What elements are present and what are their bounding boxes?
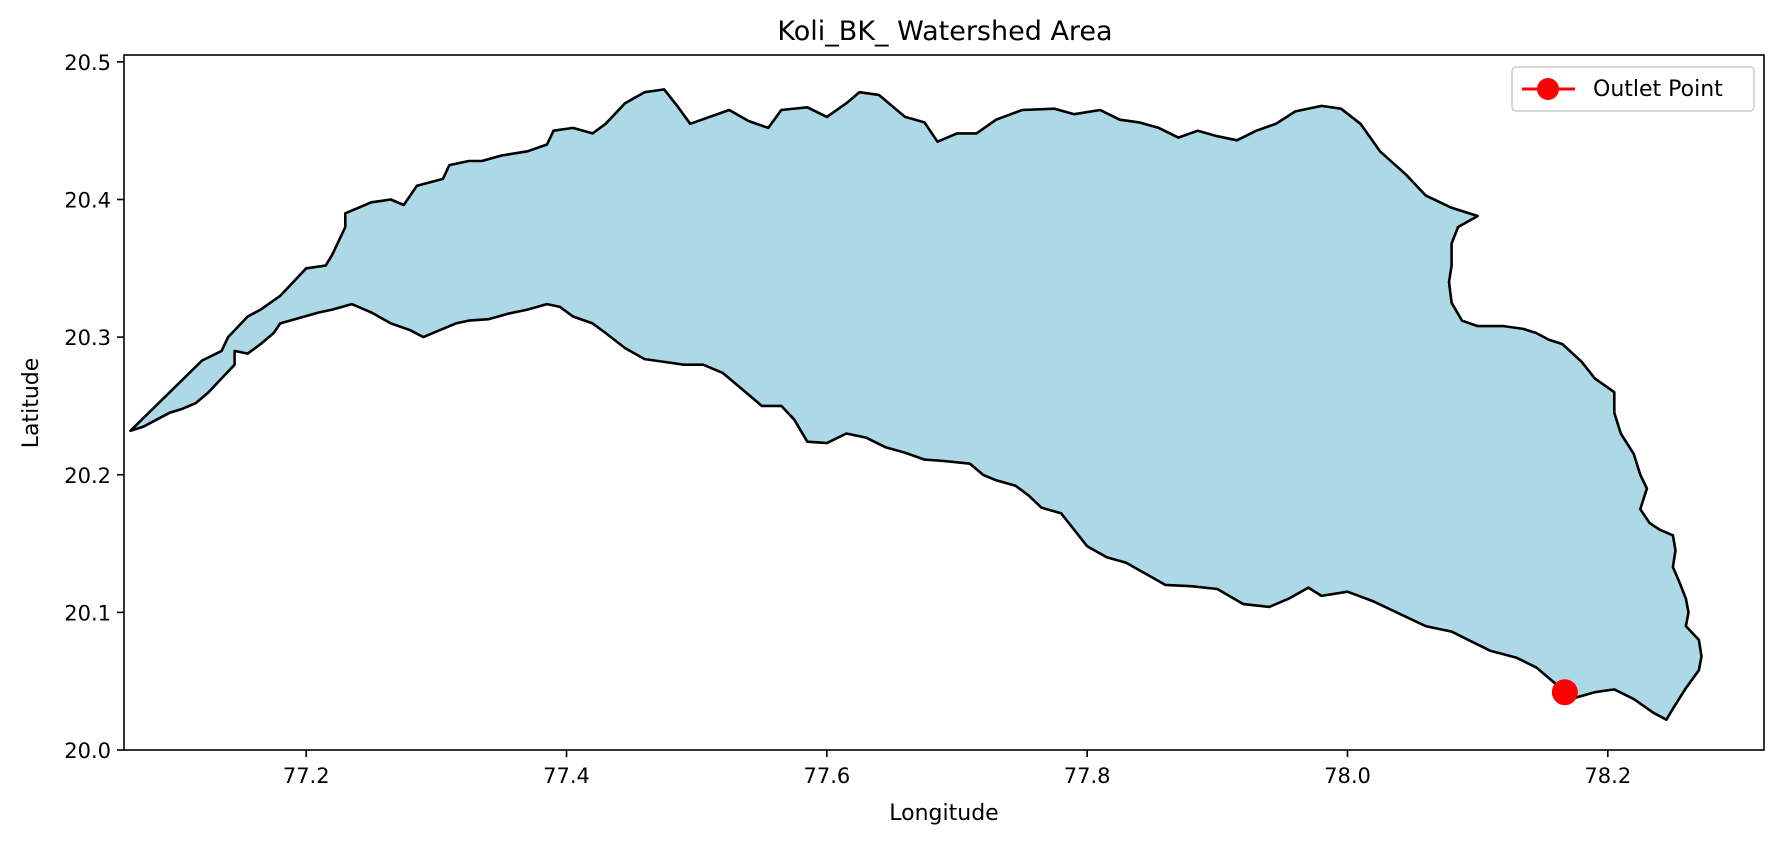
outlet-points	[1551, 679, 1578, 706]
y-axis-ticks: 20.0 20.1 20.2 20.3 20.4 20.5	[64, 51, 124, 763]
x-axis-ticks: 77.2 77.4 77.6 77.8 78.0 78.2	[283, 750, 1631, 788]
x-tick-label: 77.4	[543, 764, 590, 788]
y-tick-label: 20.1	[64, 601, 111, 625]
plot-frame	[123, 54, 1765, 751]
x-axis-label: Longitude	[889, 801, 998, 826]
x-tick-label: 77.6	[803, 764, 850, 788]
outlet-point-marker	[1551, 679, 1578, 706]
legend-marker-icon	[1537, 78, 1559, 100]
y-tick-label: 20.3	[64, 326, 111, 350]
legend-label-outlet-point: Outlet Point	[1593, 77, 1723, 102]
y-tick-label: 20.4	[64, 189, 111, 213]
legend: Outlet Point	[1511, 66, 1755, 112]
x-tick-label: 78.2	[1584, 764, 1631, 788]
x-tick-label: 77.8	[1064, 764, 1111, 788]
y-tick-label: 20.0	[64, 739, 111, 763]
legend-box	[1511, 66, 1755, 112]
x-tick-label: 78.0	[1324, 764, 1371, 788]
plot-area: 77.2 77.4 77.6 77.8 78.0 78.2 20.020.120.220.…	[64, 51, 1765, 788]
y-axis-label: Latitude	[19, 358, 44, 449]
y-tick-label: 20.5	[64, 51, 111, 75]
chart-title: Koli_BK_ Watershed Area	[777, 16, 1112, 47]
y-tick-label: 20.2	[64, 464, 111, 488]
watershed-polygon	[129, 88, 1703, 721]
x-tick-label: 77.2	[283, 764, 330, 788]
